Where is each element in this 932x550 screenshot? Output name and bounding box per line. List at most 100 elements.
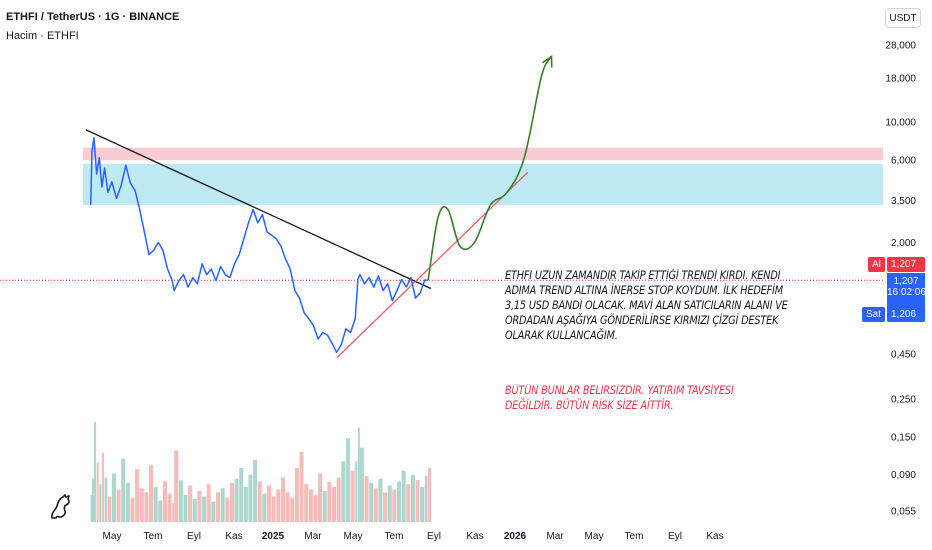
volume-bar	[197, 490, 202, 522]
volume-bar	[91, 478, 94, 522]
price-line	[89, 137, 429, 354]
time-axis-label: May	[344, 531, 363, 542]
volume-bar	[350, 470, 355, 522]
volume-bar	[125, 482, 130, 522]
price-axis-label: 0,450	[891, 350, 916, 361]
volume-bar	[101, 453, 104, 522]
volume-bar	[304, 484, 309, 522]
price-axis-label: 0,150	[891, 432, 916, 443]
symbol-title[interactable]: ETHFI / TetherUS · 1G · BINANCE	[6, 11, 180, 23]
volume-bar	[396, 481, 402, 522]
time-axis-label: Eyl	[187, 531, 201, 542]
volume-bar	[111, 473, 116, 522]
time-axis[interactable]: May Tem Eyl Kas 2025 Mar May Tem Eyl Kas 2026 Mar Ma…	[103, 531, 724, 542]
disclaimer-note[interactable]: BÜTÜN BUNLAR BELİRSİZDİR. YATIRIM TAVSİY…	[505, 372, 780, 425]
volume-bar	[172, 503, 175, 522]
volume-bar	[327, 481, 332, 522]
volume-bar	[410, 474, 415, 522]
price-axis-label: 0,055	[891, 507, 916, 518]
volume-bar	[253, 459, 258, 522]
volume-bar	[116, 489, 121, 522]
volume-bar	[90, 495, 93, 522]
volume-bar	[234, 478, 239, 522]
time-axis-label: Tem	[144, 531, 163, 542]
volume-bar	[341, 461, 346, 522]
time-axis-label: Kas	[225, 531, 242, 542]
volume-bar	[99, 484, 102, 522]
volume-bar	[107, 496, 112, 522]
time-axis-label: Tem	[625, 531, 644, 542]
price-axis[interactable]: 28,000 18,000 10,000 6,000 3,500 2,000 0,450 0,…	[885, 41, 916, 518]
volume-bar	[355, 461, 358, 522]
volume-bar	[192, 499, 197, 522]
volume-bar	[162, 481, 167, 522]
volume-bar	[322, 490, 327, 522]
last-price-value: 1,207	[893, 276, 919, 287]
volume-indicator-label[interactable]: Hacim · ETHFI	[6, 30, 79, 42]
price-axis-label: 10,000	[885, 118, 916, 129]
trendline-downtrend	[85, 129, 432, 290]
volume-bar	[135, 469, 140, 522]
volume-bar	[188, 485, 193, 522]
price-axis-label: 2,000	[891, 238, 916, 249]
time-axis-label: Mar	[304, 531, 322, 542]
time-axis-label: 2025	[262, 531, 285, 542]
zones-layer	[83, 147, 883, 205]
volume-bar	[149, 465, 154, 522]
volume-bar	[308, 489, 313, 522]
volume-bar	[215, 492, 221, 522]
volume-bar	[392, 489, 397, 522]
volume-bar	[167, 493, 172, 522]
time-axis-label: Eyl	[668, 531, 682, 542]
drawing-lines[interactable]	[85, 129, 529, 358]
volume-bar	[220, 488, 225, 522]
countdown-timer: 16:02:06	[887, 287, 926, 298]
volume-bar	[271, 496, 276, 522]
analysis-note[interactable]: ETHFI UZUN ZAMANDIR TAKİP ETTİĞİ TRENDİ …	[505, 268, 789, 343]
price-axis-label: 0,250	[891, 395, 916, 406]
buy-price-tag: 1,207	[887, 257, 925, 272]
sell-price-tag: 1,206	[887, 307, 925, 322]
volume-bar	[243, 486, 248, 522]
volume-bar	[357, 427, 360, 522]
volume-bar	[121, 458, 126, 522]
volume-bar	[202, 496, 207, 522]
volume-bar	[332, 486, 337, 522]
time-axis-label: Kas	[466, 531, 483, 542]
volume-bar	[318, 473, 323, 522]
volume-bar	[290, 497, 295, 522]
volume-bar	[424, 476, 428, 522]
volume-bar	[206, 484, 211, 522]
time-axis-label: May	[585, 531, 604, 542]
tradingview-logo-icon[interactable]	[48, 492, 74, 525]
time-axis-label: Eyl	[427, 531, 441, 542]
volume-bar	[174, 450, 179, 522]
volume-bar	[267, 485, 272, 522]
price-axis-label: 3,500	[891, 196, 916, 207]
volume-bar	[285, 492, 290, 522]
volume-bar	[262, 493, 267, 522]
volume-bar	[139, 488, 144, 522]
buy-label-tag[interactable]: Al	[868, 257, 885, 272]
sell-label-tag[interactable]: Sat	[862, 307, 886, 322]
volume-bar	[345, 438, 350, 522]
volume-bar	[153, 486, 158, 522]
volume-bar	[336, 477, 341, 522]
projection-arrow-curve[interactable]	[427, 56, 553, 281]
volume-bar	[211, 501, 216, 522]
volume-bar	[248, 474, 253, 522]
analysis-text: ETHFI UZUN ZAMANDIR TAKİP ETTİĞİ TRENDİ …	[505, 269, 788, 342]
price-axis-label: 28,000	[885, 41, 916, 52]
volume-bar	[93, 422, 97, 522]
volume-bar	[104, 477, 108, 522]
volume-bar	[406, 484, 411, 522]
volume-bar	[383, 492, 388, 522]
volume-bar	[229, 482, 234, 522]
time-axis-label: 2026	[504, 531, 527, 542]
price-axis-label: 18,000	[885, 74, 916, 85]
time-axis-label: Tem	[385, 531, 404, 542]
price-axis-label: 6,000	[891, 156, 916, 167]
currency-button[interactable]: USDT	[885, 8, 921, 28]
trendline-support	[336, 171, 529, 358]
